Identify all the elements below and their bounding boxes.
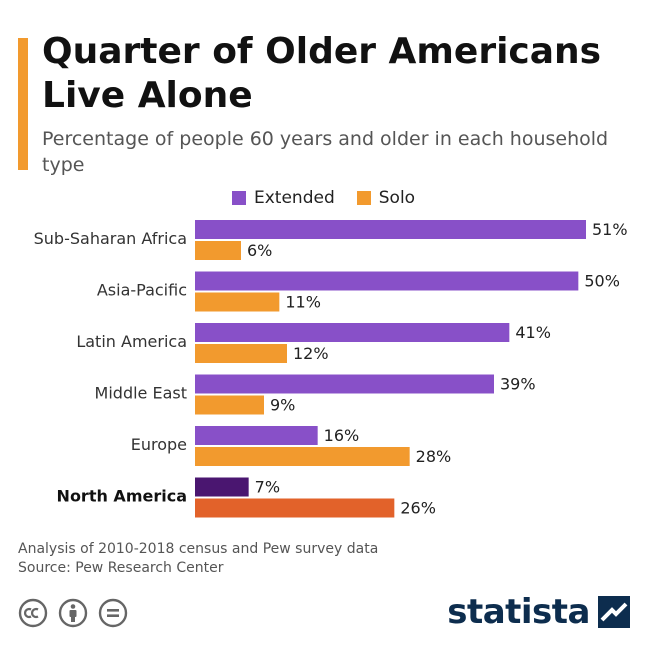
legend-label-solo: Solo	[378, 188, 416, 208]
brand: statista	[447, 592, 630, 632]
legend-label-extended: Extended	[254, 188, 335, 208]
legend-swatch-solo	[356, 191, 371, 205]
footnote-note: Analysis of 2010-2018 census and Pew sur…	[18, 541, 379, 557]
value-label-solo-europe: 28%	[416, 447, 452, 466]
bar-solo-europe	[195, 447, 410, 466]
category-label-asia-pacific: Asia-Pacific	[97, 281, 187, 300]
footnote-source: Source: Pew Research Center	[18, 560, 224, 576]
bar-solo-sub-saharan-africa	[195, 241, 241, 260]
chart-title: Quarter of Older Americans Live Alone	[42, 31, 602, 116]
bar-extended-sub-saharan-africa	[195, 220, 586, 239]
value-label-extended-sub-saharan-africa: 51%	[592, 220, 628, 239]
title-accent-bar	[18, 38, 28, 170]
bar-extended-europe	[195, 426, 318, 445]
value-label-extended-latin-america: 41%	[515, 323, 551, 342]
category-label-latin-america: Latin America	[76, 332, 187, 351]
category-label-middle-east: Middle East	[95, 384, 187, 403]
legend-item-solo: Solo	[356, 188, 416, 208]
value-label-extended-north-america: 7%	[255, 478, 280, 497]
no-derivatives-icon	[98, 598, 128, 628]
bar-solo-middle-east	[195, 395, 264, 415]
bar-extended-middle-east	[195, 374, 494, 394]
value-label-solo-latin-america: 12%	[293, 344, 329, 363]
category-label-europe: Europe	[131, 435, 187, 454]
bar-solo-latin-america	[195, 344, 287, 363]
bar-extended-latin-america	[195, 323, 510, 342]
value-label-extended-asia-pacific: 50%	[584, 272, 620, 291]
bar-chart: Sub-Saharan Africa 51% 6% Asia-Pacific 50% 11…	[34, 220, 628, 518]
category-label-sub-saharan-africa: Sub-Saharan Africa	[34, 229, 187, 248]
legend-swatch-extended	[232, 191, 246, 205]
value-label-extended-europe: 16%	[324, 426, 360, 445]
value-label-extended-middle-east: 39%	[500, 375, 536, 394]
footnote: Analysis of 2010-2018 census and Pew sur…	[18, 540, 378, 578]
value-label-solo-sub-saharan-africa: 6%	[247, 241, 272, 260]
legend-item-extended: Extended	[232, 188, 335, 208]
value-label-solo-asia-pacific: 11%	[285, 293, 321, 312]
brand-logo-text: statista	[447, 592, 590, 632]
chart-subtitle: Percentage of people 60 years and older …	[42, 128, 609, 176]
bar-extended-asia-pacific	[195, 271, 579, 291]
license-icons	[18, 598, 138, 628]
bar-extended-north-america	[195, 477, 249, 497]
chart-legend: Extended Solo	[232, 188, 437, 208]
statista-logo-icon	[598, 596, 630, 628]
bar-solo-asia-pacific	[195, 292, 280, 312]
attribution-icon	[58, 598, 88, 628]
value-label-solo-north-america: 26%	[400, 499, 436, 518]
value-label-solo-middle-east: 9%	[270, 396, 295, 415]
bar-solo-north-america	[195, 498, 395, 518]
category-label-north-america: North America	[57, 487, 187, 506]
creative-commons-icon	[18, 598, 48, 628]
